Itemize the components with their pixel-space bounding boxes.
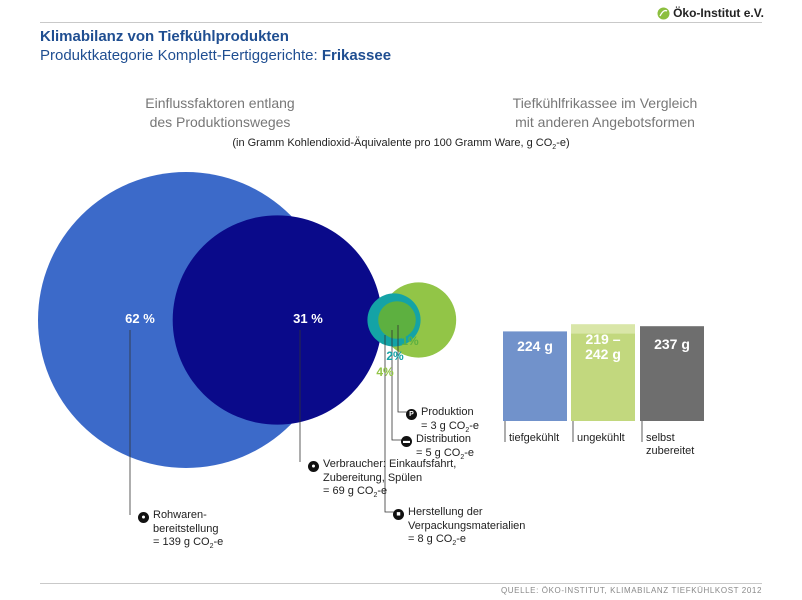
subtitle-prefix: Produktkategorie Komplett-Fertiggerichte… — [40, 47, 322, 64]
p-icon: P — [406, 409, 417, 420]
bar-value-tiefgekuehlt: 224 g — [503, 338, 567, 354]
bar-ungekuehlt-range — [571, 324, 635, 334]
bar-ungekuehlt — [571, 333, 635, 421]
logo: Öko-Institut e.V. — [657, 6, 764, 20]
bottom-divider — [40, 583, 762, 584]
percent-verbraucher: 31 % — [293, 311, 323, 326]
unit-note-text: (in Gramm Kohlendioxid-Äquivalente pro 1… — [232, 137, 553, 149]
percent-produktion: 1% — [401, 334, 419, 348]
label-rohwaren-line2: bereitstellung — [153, 523, 219, 535]
value-unit: g CO — [434, 447, 461, 459]
leader-produktion — [397, 325, 408, 413]
label-verpackung-line2: Verpackungsmaterialien — [408, 520, 526, 532]
leader-verpackung — [384, 335, 395, 513]
bubble-verbraucher — [172, 215, 382, 425]
left-heading-line1: Einflussfaktoren entlang — [145, 95, 295, 111]
bubble-produktion — [378, 301, 416, 339]
bar-value-ungekuehlt: 219 – 242 g — [571, 332, 635, 362]
bar-tiefgekuehlt — [503, 331, 567, 421]
bar-category-line2: zubereitet — [646, 445, 695, 457]
unit-note-sub: 2 — [552, 144, 557, 152]
value-sub: 2 — [452, 540, 457, 548]
bar-value-label-line2: 242 g — [585, 346, 621, 362]
label-distribution: ▬ Distribution = 5 g CO2-e — [401, 433, 474, 464]
unit-note: (in Gramm Kohlendioxid-Äquivalente pro 1… — [0, 137, 802, 151]
percent-verpackung: 4% — [376, 365, 394, 379]
page-title: Klimabilanz von Tiefkühlprodukten — [40, 28, 289, 45]
value-end: -e — [464, 447, 475, 459]
value-prefix: = 3 — [421, 420, 437, 432]
value-prefix: = 139 — [153, 536, 181, 548]
label-verbraucher-line1: Verbraucher: Einkaufsfahrt, — [323, 458, 457, 470]
value-prefix: = 69 — [323, 485, 345, 497]
value-prefix: = 5 — [416, 447, 432, 459]
label-produktion: P Produktion = 3 g CO2-e — [406, 406, 479, 437]
bar-value-label: 237 g — [654, 336, 690, 352]
label-produktion-line1: Produktion — [421, 406, 474, 418]
value-end: -e — [456, 533, 467, 545]
label-verpackung-value: = 8 g CO2-e — [393, 533, 525, 550]
apple-icon: ● — [138, 512, 149, 523]
value-end: -e — [377, 485, 388, 497]
leader-distribution — [391, 330, 402, 441]
label-rohwaren-line1: Rohwaren- — [153, 509, 207, 521]
value-end: -e — [213, 536, 224, 548]
right-heading-line1: Tiefkühlfrikassee im Vergleich — [512, 95, 698, 111]
bar-selbst-zubereitet — [640, 326, 704, 421]
value-sub: 2 — [209, 543, 214, 551]
bar-value-label-line1: 219 – — [585, 331, 621, 347]
label-verpackung-line1: Herstellung der — [408, 506, 483, 518]
value-sub: 2 — [373, 492, 378, 500]
right-section-heading: Tiefkühlfrikassee im Vergleich mit ander… — [470, 94, 740, 132]
top-divider — [40, 22, 762, 23]
bar-value-selbst: 237 g — [640, 336, 704, 352]
label-verbraucher-line2: Zubereitung, Spülen — [323, 472, 423, 484]
label-verbraucher: ● Verbraucher: Einkaufsfahrt, Zubereitung… — [308, 458, 456, 502]
leaf-icon — [657, 7, 670, 19]
left-heading-line2: des Produktionsweges — [149, 114, 291, 130]
right-heading-line2: mit anderen Angebotsformen — [515, 114, 695, 130]
bar-category-ungekuehlt: ungekühlt — [577, 432, 625, 445]
value-unit: g CO — [439, 420, 466, 432]
value-sub: 2 — [460, 454, 465, 462]
bar-category-tiefgekuehlt: tiefgekühlt — [509, 432, 559, 445]
logo-text: Öko-Institut e.V. — [673, 6, 764, 20]
value-sub: 2 — [465, 427, 470, 435]
source-note: QUELLE: ÖKO-INSTITUT, KLIMABILANZ TIEFKÜ… — [500, 586, 762, 595]
people-icon: ● — [308, 461, 319, 472]
bar-category-line: ungekühlt — [577, 432, 625, 444]
bar-value-label: 224 g — [517, 338, 553, 354]
bar-category-selbst: selbst zubereitet — [646, 432, 694, 458]
label-rohwaren-value: = 139 g CO2-e — [138, 536, 223, 553]
percent-rohwaren: 62 % — [125, 311, 155, 326]
value-prefix: = 8 — [408, 533, 424, 545]
page-subtitle: Produktkategorie Komplett-Fertiggerichte… — [40, 47, 391, 64]
left-section-heading: Einflussfaktoren entlang des Produktions… — [100, 94, 340, 132]
label-distribution-value: = 5 g CO2-e — [401, 447, 474, 464]
label-verpackung: ■ Herstellung der Verpackungsmaterialien … — [393, 506, 525, 550]
label-distribution-line1: Distribution — [416, 433, 472, 445]
bar-category-line1: selbst — [646, 432, 675, 444]
value-unit: g CO — [347, 485, 374, 497]
bar-category-line: tiefgekühlt — [509, 432, 560, 444]
box-icon: ■ — [393, 509, 404, 520]
label-rohwaren: ● Rohwaren- bereitstellung = 139 g CO2-e — [138, 509, 223, 553]
value-unit: g CO — [183, 536, 210, 548]
unit-note-end: -e) — [556, 137, 570, 149]
percent-distribution: 2% — [386, 349, 404, 363]
label-verbraucher-value: = 69 g CO2-e — [308, 485, 456, 502]
value-unit: g CO — [426, 533, 453, 545]
value-end: -e — [469, 420, 480, 432]
label-produktion-value: = 3 g CO2-e — [406, 420, 479, 437]
truck-icon: ▬ — [401, 436, 412, 447]
subtitle-product: Frikassee — [321, 47, 392, 64]
